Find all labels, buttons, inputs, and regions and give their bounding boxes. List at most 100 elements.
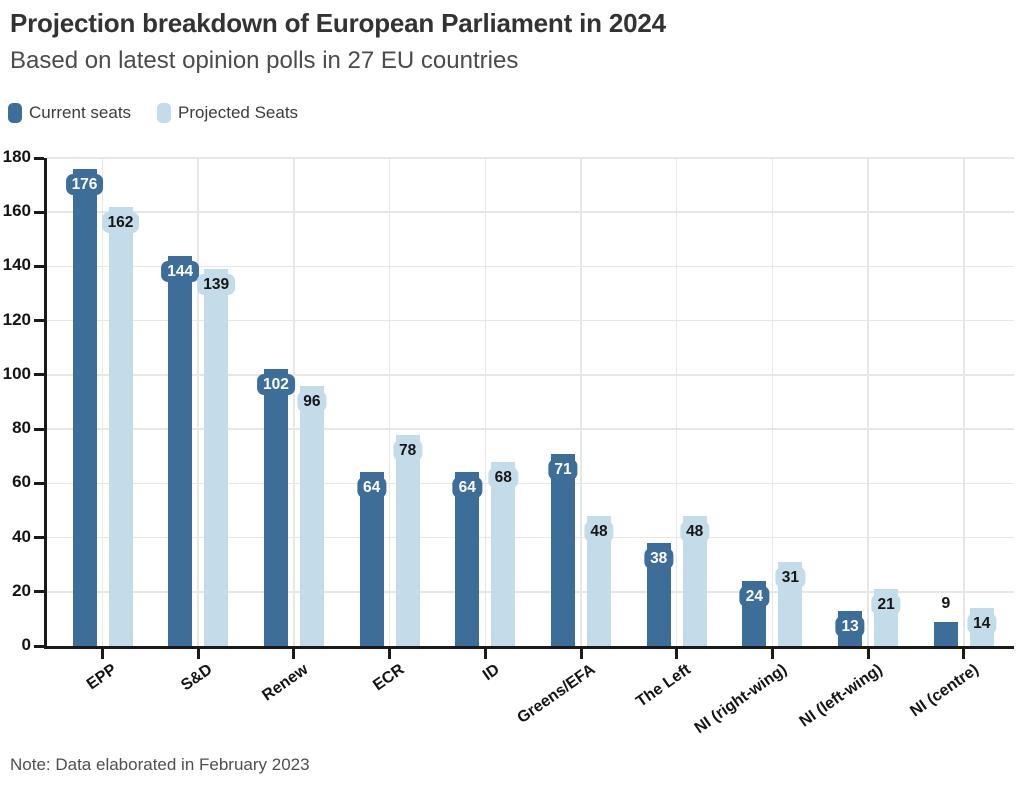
page-subtitle: Based on latest opinion polls in 27 EU c… <box>10 47 519 74</box>
x-axis-tick <box>388 649 392 659</box>
bar-current-Renew <box>263 369 288 646</box>
y-axis-line <box>44 158 47 649</box>
bar-current-NI (centre) <box>933 621 958 646</box>
y-axis-tick <box>34 590 44 594</box>
y-axis-tick <box>34 536 44 540</box>
bar-projected-Renew <box>299 385 324 646</box>
bar-current-ID <box>455 472 480 646</box>
y-tick-label: 40 <box>12 526 31 546</box>
x-axis-tick <box>101 649 104 659</box>
value-label: 9 <box>941 594 951 612</box>
gridline-vertical <box>293 158 295 646</box>
x-axis-tick <box>866 649 870 659</box>
bar-projected-ECR <box>395 434 420 646</box>
x-category-label: NI (centre) <box>906 661 982 721</box>
gridline-vertical <box>484 158 487 646</box>
gridline-horizontal <box>47 374 1014 376</box>
footnote: Note: Data elaborated in February 2023 <box>10 755 310 774</box>
y-axis-tick <box>34 319 44 323</box>
gridline-vertical <box>867 158 869 646</box>
bar-projected-EPP <box>108 206 133 646</box>
gridline-horizontal <box>47 428 1014 430</box>
gridline-horizontal <box>47 482 1014 485</box>
value-label: 48 <box>680 520 710 542</box>
x-axis-tick <box>483 649 487 659</box>
x-axis-line <box>44 646 1014 649</box>
y-tick-label: 100 <box>2 363 31 383</box>
x-category-label: Greens/EFA <box>514 661 599 727</box>
gridline-horizontal <box>47 265 1014 268</box>
value-label: 78 <box>392 439 423 461</box>
y-axis-tick <box>34 373 44 377</box>
x-category-label: S&D <box>178 661 216 695</box>
x-category-label: EPP <box>84 661 121 694</box>
chart-legend: Current seats Projected Seats <box>8 103 324 123</box>
value-label: 21 <box>871 594 901 616</box>
value-label: 68 <box>488 466 518 488</box>
y-tick-label: 180 <box>2 147 31 166</box>
gridline-vertical <box>963 158 965 646</box>
value-label: 38 <box>644 547 674 569</box>
gridline-horizontal <box>47 319 1014 322</box>
y-tick-label: 160 <box>2 201 31 221</box>
bar-current-Greens/EFA <box>551 453 575 646</box>
gridline-vertical <box>388 158 391 646</box>
y-tick-label: 80 <box>12 418 31 438</box>
y-tick-label: 20 <box>12 580 31 600</box>
x-axis-tick <box>675 649 679 659</box>
y-tick-label: 60 <box>12 472 31 492</box>
y-axis-tick <box>34 210 44 214</box>
y-axis-tick <box>34 481 44 485</box>
bar-projected-ID <box>491 461 516 646</box>
gridline-horizontal <box>47 157 1014 159</box>
bar-projected-S&D <box>204 269 229 646</box>
x-category-label: ECR <box>369 661 408 695</box>
bar-current-EPP <box>72 168 97 646</box>
legend-label-current: Current seats <box>29 103 132 122</box>
value-label: 31 <box>775 566 806 588</box>
x-category-label: ID <box>480 661 504 685</box>
x-axis-tick <box>962 649 966 659</box>
y-tick-label: 140 <box>2 255 31 275</box>
bar-chart: 0 20 40 60 80 100 120 140 160 180 EPP S&D Renew ECR ID… <box>3 147 1014 737</box>
x-category-label: Renew <box>259 661 312 705</box>
legend-item-current: Current seats <box>8 103 131 123</box>
value-label: 139 <box>197 274 236 296</box>
page-title: Projection breakdown of European Parliam… <box>10 8 666 38</box>
value-label: 13 <box>835 615 865 637</box>
value-label: 144 <box>161 260 200 282</box>
value-label: 24 <box>739 585 770 607</box>
x-axis-tick <box>196 649 200 659</box>
y-tick-label: 0 <box>21 635 31 654</box>
y-tick-label: 120 <box>2 309 31 329</box>
gridline-horizontal <box>47 591 1014 593</box>
gridline-vertical <box>675 158 678 646</box>
bar-current-S&D <box>168 255 193 646</box>
y-axis-tick <box>34 644 44 648</box>
value-label: 14 <box>967 613 997 635</box>
x-category-label: NI (right-wing) <box>691 661 791 738</box>
value-label: 71 <box>548 458 578 480</box>
gridline-vertical <box>580 158 582 646</box>
y-axis-tick <box>34 264 44 268</box>
legend-item-projected: Projected Seats <box>157 103 298 123</box>
legend-swatch-projected <box>157 103 172 123</box>
gridline-horizontal <box>47 211 1014 213</box>
x-category-label: NI (left-wing) <box>796 661 886 731</box>
gridline-vertical <box>197 158 199 646</box>
y-axis-tick <box>34 156 44 160</box>
y-axis-tick <box>34 427 44 431</box>
x-category-label: The Left <box>633 661 695 711</box>
x-axis-tick <box>770 649 774 659</box>
legend-swatch-current <box>8 103 22 123</box>
value-label: 176 <box>65 173 104 195</box>
x-axis-tick <box>292 649 296 659</box>
legend-label-projected: Projected Seats <box>178 103 299 122</box>
gridline-vertical <box>771 158 774 646</box>
bar-current-ECR <box>359 472 384 646</box>
value-label: 96 <box>297 390 327 412</box>
value-label: 162 <box>101 211 140 233</box>
x-axis-tick <box>579 649 583 659</box>
value-label: 102 <box>256 374 295 396</box>
value-label: 64 <box>356 477 387 499</box>
